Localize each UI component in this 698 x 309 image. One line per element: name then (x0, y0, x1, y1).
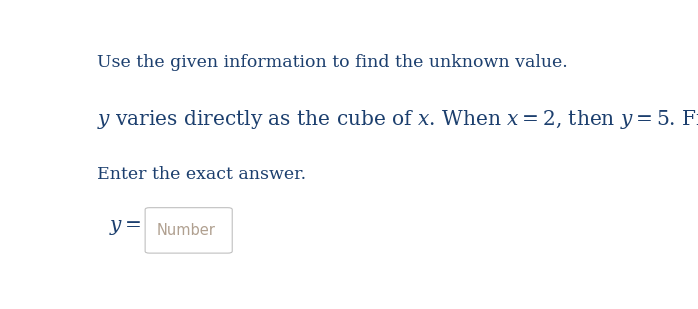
Text: Use the given information to find the unknown value.: Use the given information to find the un… (97, 54, 567, 71)
Text: Number: Number (156, 223, 216, 238)
Text: $y$ varies directly as the cube of $x$. When $x = 2$, then $y = 5$. Find $y$ whe: $y$ varies directly as the cube of $x$. … (97, 108, 698, 131)
Text: $y =$: $y =$ (109, 218, 142, 237)
FancyBboxPatch shape (145, 208, 232, 253)
Text: Enter the exact answer.: Enter the exact answer. (97, 166, 306, 183)
